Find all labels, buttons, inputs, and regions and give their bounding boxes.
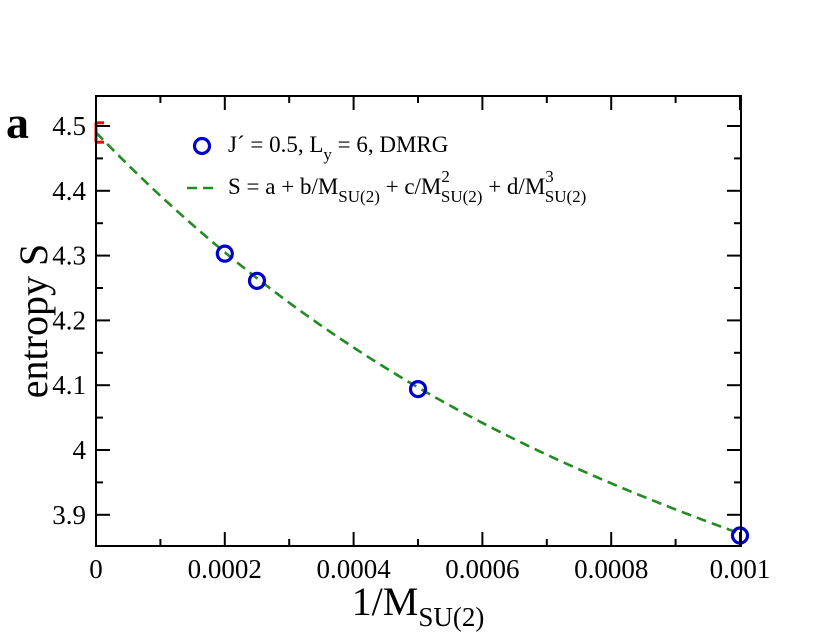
panel-label: a bbox=[6, 97, 29, 148]
data-point bbox=[247, 271, 267, 290]
legend-marker-circle bbox=[192, 136, 212, 156]
legend-label: S = a + b/MSU(2) + c/M2 SU(2) + d/M3 SU(2) bbox=[228, 167, 586, 206]
y-tick-label: 4.5 bbox=[52, 111, 86, 141]
y-tick-label: 4.1 bbox=[52, 370, 86, 400]
x-axis-label: 1/MSU(2) bbox=[352, 579, 485, 632]
y-tick-label: 3.9 bbox=[52, 500, 86, 530]
x-axis-label-main: 1/M bbox=[352, 579, 419, 624]
y-tick-label: 4.4 bbox=[52, 176, 86, 206]
x-tick-label: 0.0008 bbox=[574, 554, 648, 584]
y-tick-label: 4.3 bbox=[52, 241, 86, 271]
x-tick-label: 0.001 bbox=[710, 554, 771, 584]
x-axis-label-sub: SU(2) bbox=[418, 602, 484, 632]
y-tick-label: 4.2 bbox=[52, 305, 86, 335]
plot-frame bbox=[95, 95, 742, 547]
x-tick-label: 0 bbox=[89, 554, 103, 584]
x-tick-label: 0.0004 bbox=[316, 554, 391, 584]
x-tick-label: 0.0006 bbox=[445, 554, 519, 584]
y-tick-label: 4 bbox=[73, 435, 87, 465]
fit-curve bbox=[95, 131, 741, 535]
data-point bbox=[215, 244, 234, 263]
x-tick-label: 0.0002 bbox=[188, 554, 262, 584]
legend-label: J´ = 0.5, Ly = 6, DMRG bbox=[228, 132, 448, 164]
y-axis-label: entropy S bbox=[11, 244, 56, 398]
data-point bbox=[408, 379, 428, 399]
